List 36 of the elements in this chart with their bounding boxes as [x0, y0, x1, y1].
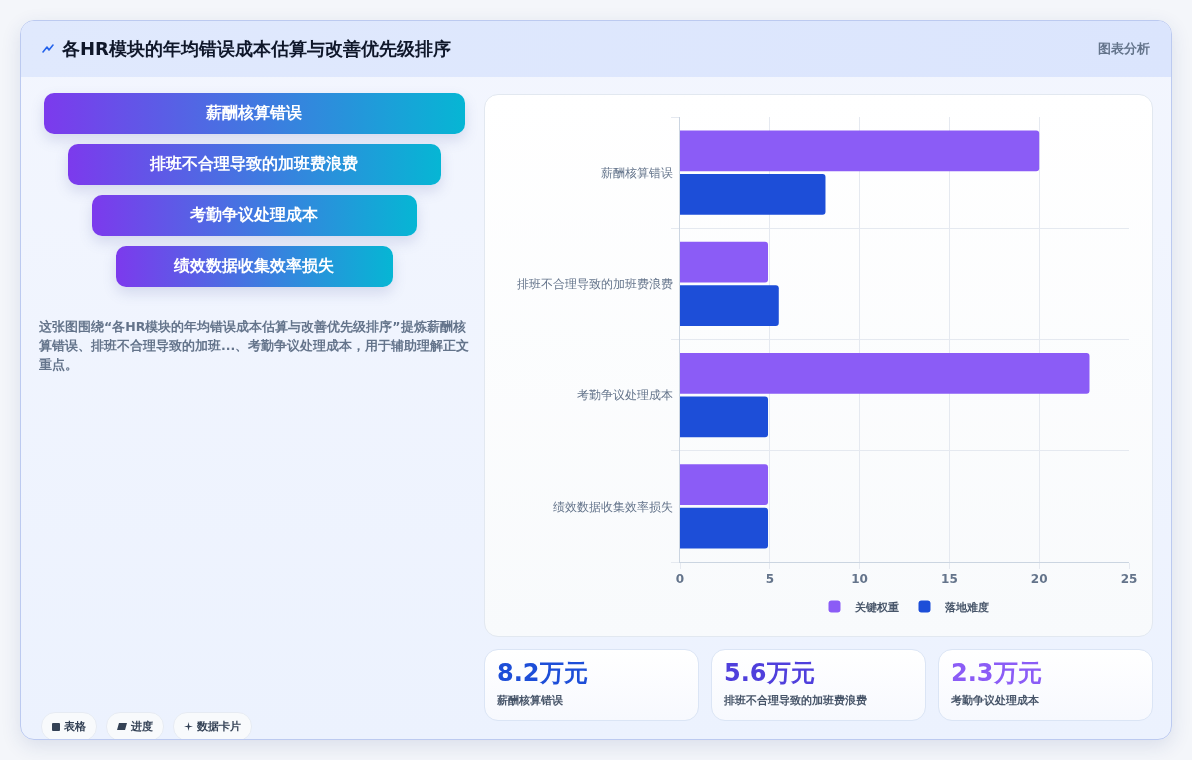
x-tick-label: 15	[941, 572, 958, 587]
y-tick-label: 绩效数据收集效率损失	[552, 499, 673, 514]
x-tick-label: 10	[851, 572, 868, 587]
y-tick-label: 考勤争议处理成本	[576, 388, 673, 403]
y-tick-label: 薪酬核算错误	[600, 165, 673, 180]
data-label: 8.2万元	[497, 658, 588, 688]
x-tick-label: 25	[1120, 572, 1138, 587]
text: 数据卡片	[197, 719, 241, 734]
text: 各HR模块的年均错误成本估算与改善优先级排序	[62, 37, 451, 61]
text: 这张图围绕“各HR模块的年均错误成本估算与改善优先级排序”提炼薪酬核算错误、排班不合理导致的加班...、考勤争议处理成本，用于辅助理解正文重点。	[39, 318, 471, 374]
x-tick-label: 20	[1030, 572, 1048, 587]
category-label: 薪酬核算错误	[497, 693, 563, 708]
category-label: 考勤争议处理成本	[91, 195, 417, 236]
bar	[680, 353, 1090, 394]
category-label: 绩效数据收集效率损失	[115, 246, 393, 287]
bar	[680, 130, 1040, 172]
bar	[680, 396, 768, 438]
bar	[680, 241, 768, 283]
legend-label: 关键权重	[853, 600, 899, 614]
text: 进度	[131, 719, 153, 734]
category-label: 排班不合理导致的加班费浪费	[67, 144, 441, 185]
data-label: 2.3万元	[951, 658, 1042, 688]
bar	[680, 507, 768, 549]
bar	[680, 464, 768, 506]
text: 图表分析	[1098, 39, 1150, 58]
data-label: 5.6万元	[724, 658, 815, 688]
bar	[680, 285, 779, 326]
y-tick-label: 排班不合理导致的加班费浪费	[516, 277, 673, 292]
category-label: 排班不合理导致的加班费浪费	[724, 693, 867, 708]
legend-label: 落地难度	[943, 600, 989, 614]
x-tick-label: 5	[765, 572, 774, 587]
category-label: 考勤争议处理成本	[951, 693, 1039, 708]
text: 表格	[64, 719, 86, 734]
bar	[680, 173, 826, 215]
x-tick-label: 0	[675, 572, 685, 587]
category-label: 薪酬核算错误	[43, 93, 465, 134]
